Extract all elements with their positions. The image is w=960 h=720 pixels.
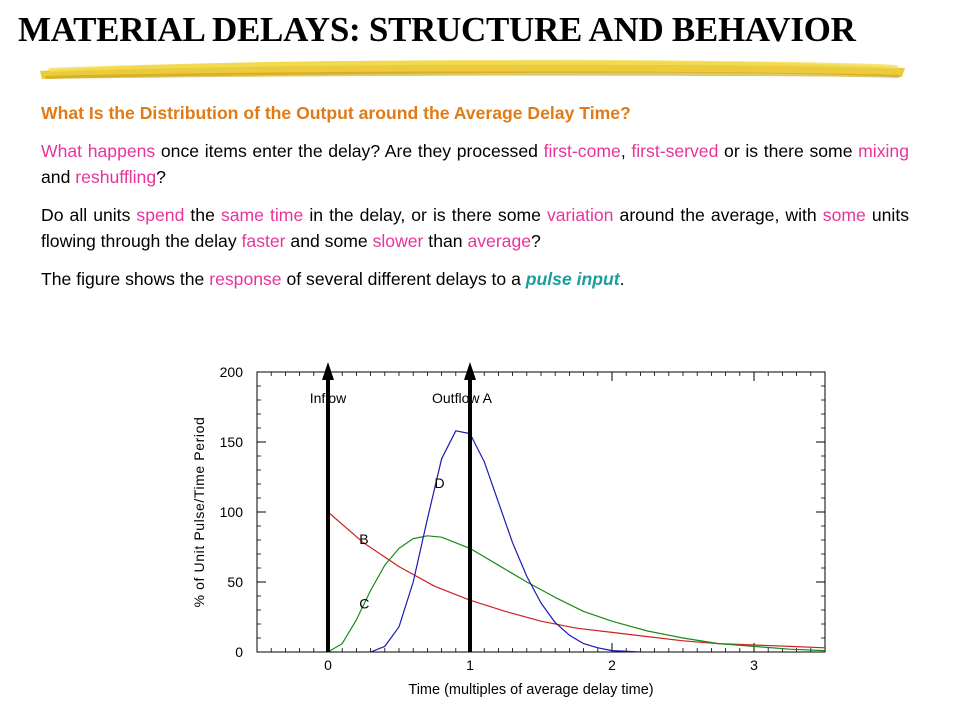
paragraph-3: The figure shows the response of several… [41, 269, 625, 289]
title-underline-brush [40, 59, 905, 79]
y-tick-label: 50 [227, 574, 243, 590]
x-tick-label: 0 [324, 657, 332, 673]
delay-response-chart: 0 1 2 3 0 50 100 150 200 B C D Inflow Outflow A Time (… [191, 362, 826, 698]
plot-frame [256, 371, 826, 653]
series-label-d: D [435, 475, 445, 491]
question-heading: What Is the Distribution of the Output a… [41, 103, 631, 123]
y-tick-label: 0 [235, 644, 243, 660]
annotation-label: Outflow A [432, 390, 493, 406]
slide-title: MATERIAL DELAYS: STRUCTURE AND BEHAVIOR [18, 10, 856, 49]
y-tick-label: 100 [220, 504, 244, 520]
y-tick-label: 150 [220, 434, 244, 450]
paragraph-1: What happens once items enter the delay?… [41, 141, 909, 187]
x-tick-label: 3 [750, 657, 758, 673]
y-tick-label: 200 [220, 364, 244, 380]
paragraph-2: Do all units spend the same time in the … [41, 205, 910, 251]
y-axis-label: % of Unit Pulse/Time Period [191, 417, 207, 608]
slide-body: What Is the Distribution of the Output a… [41, 100, 909, 304]
series-line-d [370, 430, 641, 653]
x-tick-label: 1 [466, 657, 474, 673]
pulse-arrow-head [322, 362, 334, 380]
x-axis-label: Time (multiples of average delay time) [408, 682, 653, 698]
annotation-label: Inflow [310, 390, 347, 406]
series-label-b: B [359, 531, 368, 547]
series-line-c [327, 535, 826, 653]
pulse-arrow-head [464, 362, 476, 380]
series-label-c: C [359, 596, 369, 612]
x-tick-label: 2 [608, 657, 616, 673]
series-line-b [327, 511, 826, 649]
